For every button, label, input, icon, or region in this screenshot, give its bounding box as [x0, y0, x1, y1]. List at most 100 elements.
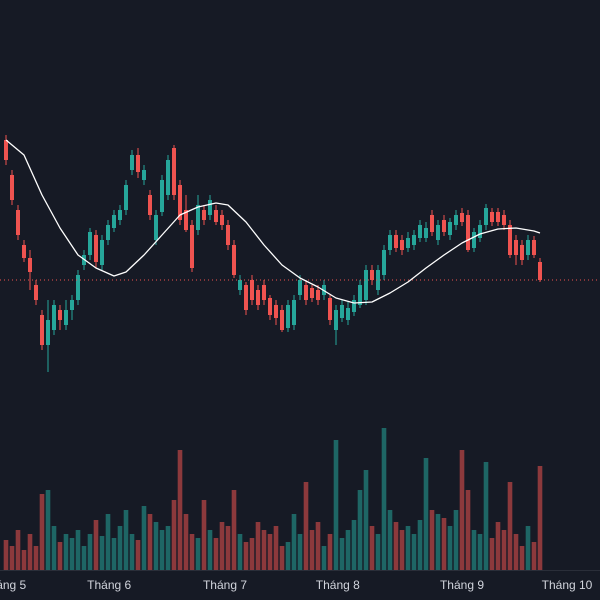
volume-bar — [153, 522, 159, 570]
candle-body — [280, 310, 284, 330]
candle-body — [130, 155, 134, 170]
candle-body — [538, 262, 542, 280]
volume-bar — [225, 526, 231, 570]
volume-bar — [195, 538, 201, 570]
volume-bar — [267, 534, 273, 570]
candle-body — [274, 305, 278, 318]
volume-bar — [57, 542, 63, 570]
volume-bar — [465, 490, 471, 570]
volume-bar — [213, 538, 219, 570]
candle-body — [76, 275, 80, 300]
candle-body — [142, 170, 146, 180]
candle-body — [496, 212, 500, 222]
candle-body — [364, 270, 368, 300]
candle-body — [394, 235, 398, 248]
volume-bar — [279, 546, 285, 570]
volume-bar — [69, 538, 75, 570]
candle-body — [484, 208, 488, 225]
candle-body — [388, 235, 392, 250]
candle-body — [268, 298, 272, 315]
volume-bar — [531, 542, 537, 570]
candle-body — [382, 250, 386, 275]
candle-body — [118, 210, 122, 220]
candle-body — [88, 232, 92, 255]
candle-body — [136, 155, 140, 172]
candles — [4, 135, 542, 372]
candle-body — [298, 280, 302, 295]
candle-body — [184, 210, 188, 230]
volume-bar — [423, 458, 429, 570]
volume-bar — [243, 542, 249, 570]
candle-body — [334, 310, 338, 330]
candle-body — [466, 215, 470, 250]
volume-bar — [273, 526, 279, 570]
volume-bar — [123, 510, 129, 570]
candle-body — [532, 240, 536, 255]
volume-bar — [429, 510, 435, 570]
candle-body — [358, 285, 362, 305]
volume-bar — [33, 546, 39, 570]
volume-bar — [459, 450, 465, 570]
volume-bar — [513, 534, 519, 570]
volume-bars — [3, 428, 543, 570]
volume-bar — [231, 490, 237, 570]
volume-bar — [21, 550, 27, 570]
candle-body — [286, 305, 290, 328]
volume-bar — [351, 520, 357, 570]
candle-body — [238, 280, 242, 290]
candle-body — [454, 215, 458, 225]
candle-body — [28, 258, 32, 272]
volume-bar — [357, 490, 363, 570]
candle-body — [190, 225, 194, 268]
candle-body — [526, 240, 530, 255]
candle-body — [70, 300, 74, 310]
candle-body — [250, 280, 254, 300]
volume-bar — [525, 526, 531, 570]
volume-bar — [501, 530, 507, 570]
volume-bar — [447, 526, 453, 570]
candle-body — [448, 222, 452, 235]
volume-bar — [327, 534, 333, 570]
candle-body — [424, 228, 428, 238]
x-tick-label: Tháng 6 — [87, 578, 131, 592]
candle-body — [10, 175, 14, 200]
candle-body — [100, 240, 104, 265]
candle-body — [106, 225, 110, 240]
candle-body — [316, 290, 320, 300]
candle-body — [304, 285, 308, 300]
volume-bar — [99, 536, 105, 570]
candle-body — [376, 270, 380, 290]
candle-body — [154, 215, 158, 240]
candle-body — [220, 215, 224, 225]
volume-bar — [111, 538, 117, 570]
volume-bar — [333, 440, 339, 570]
candle-body — [244, 285, 248, 310]
volume-bar — [453, 510, 459, 570]
candle-body — [292, 300, 296, 325]
volume-bar — [147, 514, 153, 570]
volume-bar — [177, 450, 183, 570]
volume-bar — [399, 530, 405, 570]
moving-average-line — [5, 139, 541, 304]
candle-body — [340, 305, 344, 318]
volume-bar — [315, 522, 321, 570]
candle-body — [436, 225, 440, 240]
volume-bar — [255, 522, 261, 570]
candle-body — [346, 308, 350, 320]
volume-bar — [159, 530, 165, 570]
volume-bar — [375, 534, 381, 570]
volume-bar — [165, 526, 171, 570]
candle-body — [178, 185, 182, 220]
volume-bar — [489, 538, 495, 570]
volume-bar — [189, 534, 195, 570]
volume-bar — [471, 530, 477, 570]
candle-body — [370, 270, 374, 280]
volume-bar — [339, 538, 345, 570]
candle-body — [232, 245, 236, 275]
candle-body — [328, 298, 332, 320]
x-tick-label: Tháng 8 — [316, 578, 360, 592]
volume-bar — [27, 534, 33, 570]
volume-bar — [291, 514, 297, 570]
